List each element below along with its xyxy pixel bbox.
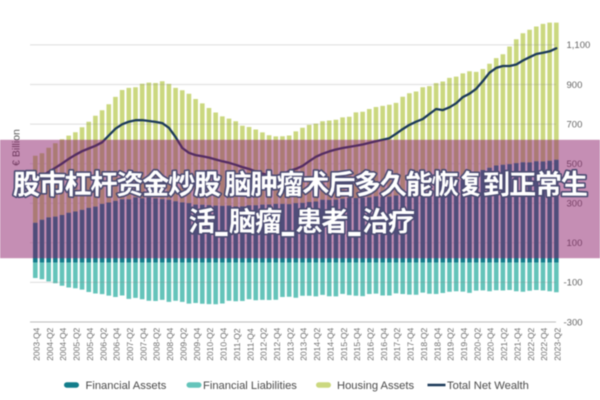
svg-text:2018-Q2: 2018-Q2 [419,327,429,360]
svg-text:2009-Q2: 2009-Q2 [179,327,189,360]
svg-text:-300: -300 [564,317,583,328]
svg-text:2016-Q4: 2016-Q4 [379,327,389,360]
svg-text:2012-Q4: 2012-Q4 [272,327,282,360]
svg-text:700: 700 [567,119,583,130]
svg-text:1,100: 1,100 [567,40,591,51]
svg-text:2021-Q2: 2021-Q2 [499,327,509,360]
svg-text:2009-Q4: 2009-Q4 [192,327,202,360]
svg-text:2011-Q4: 2011-Q4 [245,328,255,361]
svg-text:2019-Q2: 2019-Q2 [446,327,456,360]
svg-text:2008-Q4: 2008-Q4 [165,327,175,360]
svg-text:2022-Q4: 2022-Q4 [539,327,549,360]
svg-text:-100: -100 [564,278,583,289]
svg-text:2022-Q2: 2022-Q2 [526,327,536,360]
svg-text:2005-Q2: 2005-Q2 [72,327,82,360]
svg-text:2013-Q4: 2013-Q4 [299,327,309,360]
svg-text:2020-Q2: 2020-Q2 [472,327,482,360]
svg-text:2015-Q4: 2015-Q4 [352,327,362,360]
svg-text:2012-Q2: 2012-Q2 [259,327,269,360]
svg-text:2015-Q2: 2015-Q2 [339,327,349,360]
svg-text:2011-Q2: 2011-Q2 [232,328,242,361]
svg-text:2003-Q4: 2003-Q4 [32,327,42,360]
svg-text:2013-Q2: 2013-Q2 [285,327,295,360]
svg-text:2019-Q4: 2019-Q4 [459,327,469,360]
svg-text:Housing Assets: Housing Assets [337,380,415,392]
svg-text:2017-Q2: 2017-Q2 [392,327,402,360]
svg-text:2014-Q2: 2014-Q2 [312,327,322,360]
svg-text:2005-Q4: 2005-Q4 [85,327,95,360]
svg-text:2006-Q4: 2006-Q4 [112,327,122,360]
svg-text:2018-Q4: 2018-Q4 [432,327,442,360]
svg-text:Financial Assets: Financial Assets [86,380,167,392]
svg-text:Total Net Wealth: Total Net Wealth [447,380,529,392]
svg-text:2021-Q4: 2021-Q4 [513,327,523,360]
svg-text:2023-Q2: 2023-Q2 [553,327,563,360]
svg-text:2004-Q2: 2004-Q2 [45,327,55,360]
svg-text:Financial Liabilities: Financial Liabilities [203,380,297,392]
svg-text:2008-Q2: 2008-Q2 [152,327,162,360]
svg-text:2016-Q2: 2016-Q2 [366,327,376,360]
svg-text:2010-Q4: 2010-Q4 [219,327,229,360]
svg-text:2007-Q2: 2007-Q2 [125,327,135,360]
svg-text:2004-Q4: 2004-Q4 [58,327,68,360]
svg-text:2020-Q4: 2020-Q4 [486,327,496,360]
svg-text:900: 900 [567,80,583,91]
svg-text:2006-Q2: 2006-Q2 [98,327,108,360]
svg-text:2007-Q4: 2007-Q4 [138,327,148,360]
svg-text:2010-Q2: 2010-Q2 [205,327,215,360]
svg-text:2014-Q4: 2014-Q4 [325,327,335,360]
svg-text:2017-Q4: 2017-Q4 [406,327,416,360]
